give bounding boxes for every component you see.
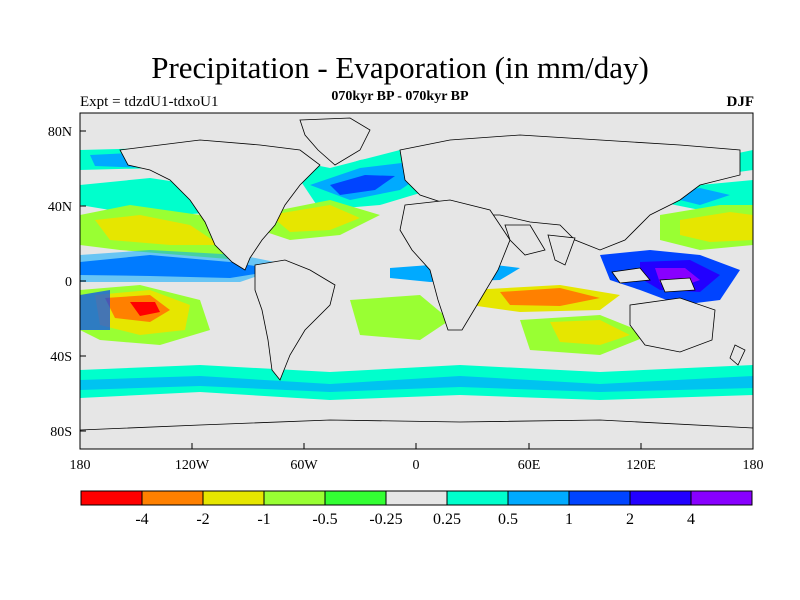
y-tick-label: 40S [50, 350, 72, 365]
y-tick-label: 40N [48, 200, 72, 215]
experiment-label: Expt = tdzdU1-tdxoU1 [80, 94, 219, 110]
colorbar-box [568, 490, 631, 506]
colorbar-label: 0.25 [433, 511, 461, 528]
colorbar-label: -1 [257, 511, 270, 528]
colorbar-label: -0.5 [312, 511, 337, 528]
colorbar-label: 2 [626, 511, 634, 528]
colorbar-label: -0.25 [369, 511, 402, 528]
colorbar-box [324, 490, 387, 506]
colorbar-box [446, 490, 509, 506]
colorbar-label: -2 [196, 511, 209, 528]
colorbar-box [385, 490, 448, 506]
x-tick-label: 120W [175, 458, 210, 473]
coastlines [80, 117, 753, 449]
y-tick-label: 80N [48, 125, 72, 140]
colorbar-box [263, 490, 326, 506]
colorbar-label: -4 [135, 511, 148, 528]
x-tick-label: 60W [290, 458, 318, 473]
map-title: Precipitation - Evaporation (in mm/day) [151, 50, 649, 85]
x-tick-label: 180 [743, 458, 764, 473]
colorbar-box [629, 490, 692, 506]
colorbar-label: 0.5 [498, 511, 518, 528]
season-label: DJF [726, 94, 755, 110]
map-subtitle: 070kyr BP - 070kyr BP [331, 89, 469, 104]
x-tick-label: 60E [518, 458, 541, 473]
x-tick-label: 120E [626, 458, 656, 473]
colorbar-box [690, 490, 753, 506]
y-tick-label: 0 [65, 275, 72, 290]
colorbar-box [507, 490, 570, 506]
y-tick-label: 80S [50, 425, 72, 440]
colorbar-label: 1 [565, 511, 573, 528]
colorbar-box [202, 490, 265, 506]
colorbar-label: 4 [687, 511, 695, 528]
colorbar: -4 -2 -1 -0.5 -0.25 0.25 0.5 1 2 4 [80, 490, 753, 528]
colorbar-box [80, 490, 143, 506]
x-tick-label: 0 [413, 458, 420, 473]
x-tick-label: 180 [70, 458, 91, 473]
colorbar-box [141, 490, 204, 506]
axis-ticks [79, 130, 754, 449]
